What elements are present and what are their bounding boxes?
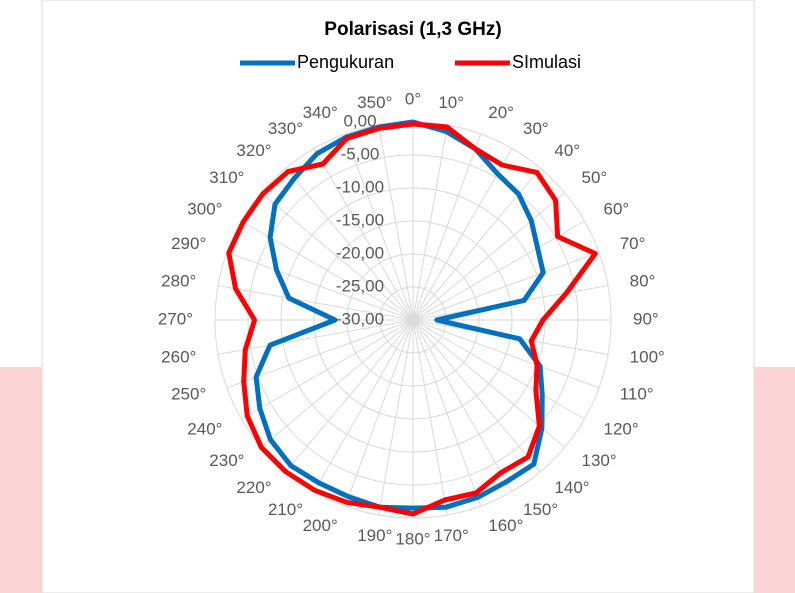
angle-label: 250° — [171, 385, 206, 404]
angle-label: 180° — [395, 529, 430, 548]
angle-label: 110° — [620, 385, 654, 404]
spoke — [226, 251, 414, 321]
legend-label: Pengukuran — [297, 52, 394, 72]
angle-label: 0° — [405, 89, 421, 108]
angle-label: 270° — [158, 309, 193, 328]
angle-label: 150° — [523, 500, 558, 519]
angle-label: 210° — [268, 500, 303, 519]
angle-label: 260° — [161, 348, 196, 367]
angle-label: 60° — [604, 199, 630, 218]
r-tick-label: 0,00 — [343, 111, 376, 130]
angle-label: 130° — [582, 451, 617, 470]
spoke — [344, 319, 414, 507]
r-tick-label: -20,00 — [336, 243, 384, 262]
angle-label: 90° — [633, 309, 659, 328]
angle-label: 40° — [554, 141, 580, 160]
grid — [214, 121, 612, 519]
spoke — [285, 168, 414, 321]
spoke — [378, 319, 414, 516]
spoke — [378, 124, 414, 321]
angle-label: 160° — [488, 516, 523, 535]
angle-label: 220° — [236, 478, 271, 497]
spoke — [412, 251, 600, 321]
angle-label: 170° — [434, 526, 469, 545]
spoke — [412, 319, 482, 507]
angle-label: 240° — [187, 419, 222, 438]
angle-label: 350° — [357, 93, 392, 112]
angle-label: 20° — [488, 103, 514, 122]
angle-label: 100° — [630, 348, 665, 367]
angle-label: 290° — [171, 234, 206, 253]
spoke — [261, 192, 414, 321]
angle-label: 120° — [604, 419, 639, 438]
chart-area — [41, 0, 755, 593]
angle-label: 310° — [209, 168, 244, 187]
angle-label: 280° — [161, 271, 196, 290]
angle-label: 330° — [268, 119, 303, 138]
spoke — [412, 319, 541, 472]
angle-label: 10° — [438, 93, 464, 112]
spoke — [285, 319, 414, 472]
r-tick-label: -5,00 — [341, 144, 380, 163]
spoke — [412, 133, 482, 321]
angle-label: 70° — [620, 234, 646, 253]
spoke — [313, 148, 414, 321]
r-tick-label: -10,00 — [336, 177, 384, 196]
spoke — [412, 319, 600, 389]
angle-label: 320° — [236, 141, 271, 160]
angle-label: 230° — [209, 451, 244, 470]
r-tick-label: -15,00 — [336, 210, 384, 229]
legend-label: SImulasi — [512, 52, 581, 72]
spoke — [412, 319, 513, 492]
angle-label: 30° — [523, 119, 549, 138]
r-tick-label: -25,00 — [336, 276, 384, 295]
r-tick-label: -30,00 — [336, 309, 384, 328]
angle-label: 140° — [554, 478, 589, 497]
spoke — [313, 319, 414, 492]
spoke — [412, 148, 513, 321]
spoke — [241, 319, 414, 420]
angle-label: 300° — [187, 199, 222, 218]
chart-title: Polarisasi (1,3 GHz) — [324, 19, 501, 40]
labels: 0,00 -5,00 -10,00 -15,00 -20,00 -25,00 -30,00 0… — [158, 52, 665, 549]
series-lines — [226, 119, 598, 517]
spoke — [412, 192, 565, 321]
angle-label: 200° — [303, 516, 338, 535]
spoke — [412, 319, 448, 516]
angle-label: 50° — [582, 168, 608, 187]
spoke — [344, 133, 414, 321]
angle-label: 340° — [303, 103, 338, 122]
series-line — [226, 121, 598, 517]
spoke — [412, 319, 585, 420]
spoke — [261, 319, 414, 448]
spoke — [412, 124, 448, 321]
series-line — [253, 119, 546, 511]
angle-label: 80° — [630, 271, 656, 290]
spoke — [217, 285, 414, 321]
spoke — [217, 319, 414, 355]
angle-label: 190° — [357, 526, 392, 545]
